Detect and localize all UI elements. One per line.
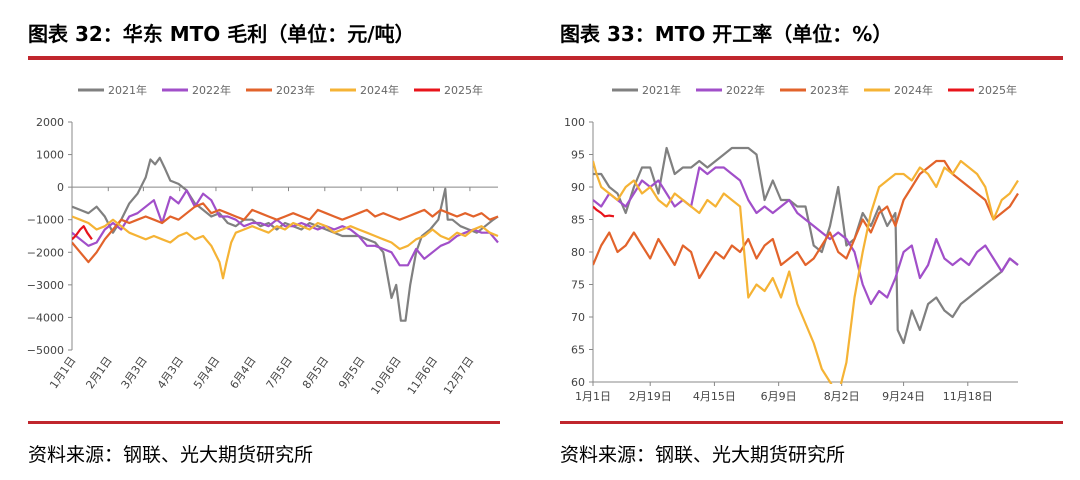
- y-tick-label-3: 85: [571, 214, 585, 227]
- x-tick-label-8: 9月5日: [336, 354, 367, 391]
- x-tick-label-9: 10月6日: [368, 354, 403, 397]
- x-tick-label-2: 4月15日: [693, 390, 736, 403]
- legend-label-3: 2024年: [894, 83, 933, 97]
- x-tick-label-0: 1月1日: [47, 354, 78, 391]
- x-tick-label-0: 1月1日: [575, 390, 611, 403]
- x-tick-label-1: 2月19日: [629, 390, 672, 403]
- legend-label-3: 2024年: [360, 83, 399, 97]
- x-tick-label-7: 8月5日: [300, 354, 331, 391]
- left-chart-title: 图表 32：华东 MTO 毛利（单位：元/吨）: [28, 22, 415, 46]
- series-line-1: [72, 189, 499, 267]
- x-tick-label-10: 11月6日: [405, 354, 440, 397]
- title-rule: [28, 56, 1063, 60]
- x-tick-label-5: 9月24日: [882, 390, 925, 403]
- x-tick-label-3: 6月9日: [761, 390, 797, 403]
- y-tick-label-2: 0: [57, 181, 64, 194]
- x-tick-label-6: 7月5日: [264, 354, 295, 391]
- right-source-rule: [560, 421, 1063, 424]
- series-group: [72, 156, 499, 322]
- y-tick-label-8: 60: [571, 376, 585, 389]
- y-tick-label-7: −5000: [27, 344, 64, 357]
- legend-label-2: 2023年: [276, 83, 315, 97]
- series-line-2: [72, 202, 499, 264]
- y-tick-label-4: 80: [571, 246, 585, 259]
- right-chart: 2021年 2022年 2023年 2024年 2025年 100 95 90 85 80 75 70…: [564, 83, 1019, 403]
- x-tick-label-4: 5月4日: [191, 354, 222, 391]
- legend-label-4: 2025年: [978, 83, 1017, 97]
- legend-label-0: 2021年: [108, 83, 147, 97]
- y-tick-label-0: 2000: [36, 116, 64, 129]
- x-tick-label-11: 12月7日: [441, 354, 476, 397]
- series-group: [593, 146, 1019, 384]
- y-tick-label-5: −3000: [27, 279, 64, 292]
- x-tick-label-3: 4月3日: [155, 354, 186, 391]
- x-tick-label-5: 6月4日: [227, 354, 258, 391]
- right-chart-title: 图表 33：MTO 开工率（单位：%）: [560, 22, 893, 46]
- y-tick-label-6: 70: [571, 311, 585, 324]
- series-line-2: [593, 159, 1019, 280]
- series-line-4: [72, 225, 93, 241]
- right-source-note: 资料来源：钢联、光大期货研究所: [560, 444, 846, 466]
- y-tick-label-5: 75: [571, 279, 585, 292]
- series-line-1: [593, 166, 1019, 306]
- x-tick-label-1: 2月1日: [83, 354, 114, 391]
- legend-label-0: 2021年: [642, 83, 681, 97]
- series-line-4: [593, 205, 615, 218]
- x-tick-label-6: 11月18日: [943, 390, 993, 403]
- y-tick-label-6: −4000: [27, 311, 64, 324]
- y-tick-label-0: 100: [564, 116, 585, 129]
- y-tick-label-1: 95: [571, 149, 585, 162]
- series-line-0: [593, 146, 1019, 345]
- y-tick-label-2: 90: [571, 181, 585, 194]
- y-tick-label-1: 1000: [36, 149, 64, 162]
- y-tick-label-7: 65: [571, 344, 585, 357]
- y-tick-label-3: −1000: [27, 214, 64, 227]
- left-source-rule: [28, 421, 500, 424]
- y-tick-label-4: −2000: [27, 246, 64, 259]
- series-line-3: [72, 215, 499, 280]
- left-chart: 2021年 2022年 2023年 2024年 2025年 2000 1000 0 −1000 −…: [27, 83, 499, 397]
- legend-label-1: 2022年: [726, 83, 765, 97]
- x-tick-label-2: 3月3日: [119, 354, 150, 391]
- legend-label-1: 2022年: [192, 83, 231, 97]
- left-source-note: 资料来源：钢联、光大期货研究所: [28, 444, 314, 466]
- legend-label-2: 2023年: [810, 83, 849, 97]
- x-tick-label-4: 8月2日: [824, 390, 860, 403]
- series-line-0: [72, 156, 499, 322]
- series-line-3: [593, 159, 1019, 384]
- legend-label-4: 2025年: [444, 83, 483, 97]
